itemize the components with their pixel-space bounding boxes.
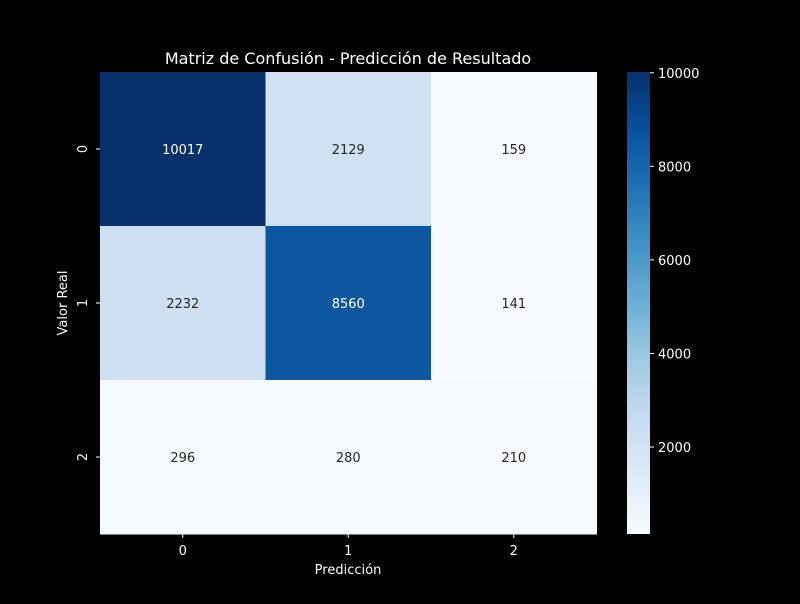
- cell-value-label: 296: [170, 451, 195, 466]
- cell-value-label: 159: [501, 143, 526, 158]
- heatmap-cell-r1-c2: [431, 226, 597, 381]
- heatmap-cells: [100, 72, 597, 535]
- heatmap-cell-r2-c2: [431, 380, 597, 535]
- x-tick-label: 0: [179, 544, 187, 559]
- colorbar-ticks: 2000 4000 6000 8000 10000: [650, 67, 699, 456]
- heatmap-cell-r2-c1: [265, 380, 432, 535]
- x-tick-label: 1: [344, 544, 352, 559]
- heatmap-cell-r2-c0: [100, 380, 266, 535]
- cell-value-label: 210: [501, 451, 526, 466]
- heatmap-cell-r0-c2: [431, 72, 597, 227]
- cell-value-label: 8560: [332, 297, 365, 312]
- x-tick-label: 2: [510, 544, 518, 559]
- chart-title: Matriz de Confusión - Predicción de Resu…: [165, 49, 531, 68]
- colorbar-tick-label: 10000: [658, 67, 699, 82]
- y-tick-label: 0: [76, 145, 91, 153]
- cell-value-label: 2232: [166, 297, 199, 312]
- colorbar-tick-label: 2000: [658, 441, 691, 456]
- heatmap-cell-r0-c0: [100, 72, 266, 227]
- cell-value-label: 2129: [332, 143, 365, 158]
- y-tick-label: 2: [76, 453, 91, 461]
- heatmap-cell-r1-c1: [265, 226, 432, 381]
- heatmap-cell-r0-c1: [265, 72, 432, 227]
- y-axis-label: Valor Real: [56, 271, 71, 336]
- y-tick-label: 1: [76, 299, 91, 307]
- colorbar-tick-label: 6000: [658, 254, 691, 269]
- cell-value-label: 10017: [162, 143, 203, 158]
- colorbar: [627, 72, 650, 534]
- heatmap-cell-r1-c0: [100, 226, 266, 381]
- colorbar-tick-label: 4000: [658, 347, 691, 362]
- cell-value-label: 141: [501, 297, 526, 312]
- y-axis: 0 1 2: [76, 145, 100, 461]
- x-axis: 0 1 2: [179, 534, 518, 559]
- colorbar-tick-label: 8000: [658, 160, 691, 175]
- cell-value-label: 280: [336, 451, 361, 466]
- heatmap-cell-labels: 10017 2129 159 2232 8560 141 296 280 210: [162, 143, 526, 466]
- x-axis-label: Predicción: [315, 563, 382, 578]
